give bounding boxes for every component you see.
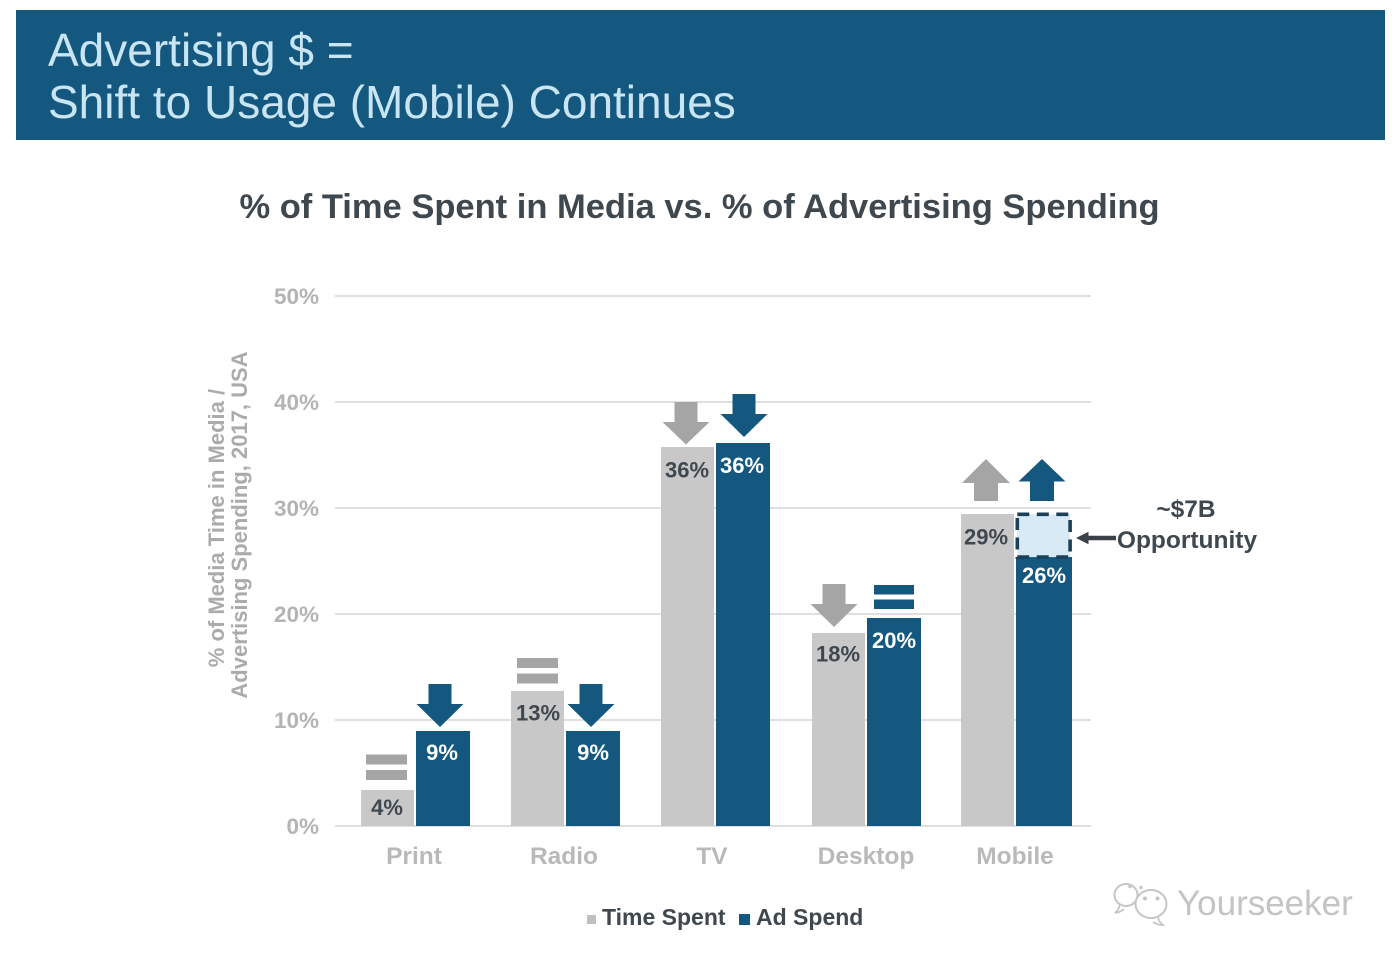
svg-text:Desktop: Desktop (818, 843, 915, 870)
svg-text:10%: 10% (274, 708, 319, 733)
svg-text:Ad Spend: Ad Spend (756, 904, 863, 930)
svg-text:20%: 20% (872, 628, 916, 653)
svg-text:20%: 20% (274, 602, 319, 627)
svg-text:Radio: Radio (530, 843, 598, 870)
svg-text:13%: 13% (516, 701, 560, 726)
svg-text:50%: 50% (274, 284, 319, 309)
svg-text:Time Spent: Time Spent (602, 904, 726, 930)
svg-text:30%: 30% (274, 496, 319, 521)
svg-text:29%: 29% (964, 525, 1008, 550)
svg-text:Yourseeker: Yourseeker (1177, 884, 1353, 923)
svg-text:~$7B: ~$7B (1156, 496, 1215, 523)
svg-text:26%: 26% (1022, 563, 1066, 588)
svg-text:0%: 0% (286, 814, 319, 839)
svg-text:9%: 9% (577, 740, 609, 765)
svg-text:36%: 36% (665, 458, 709, 483)
svg-text:4%: 4% (371, 795, 403, 820)
svg-text:9%: 9% (426, 740, 458, 765)
svg-text:% of Media Time in Media /: % of Media Time in Media / Advertising S… (204, 351, 252, 698)
svg-text:Print: Print (386, 843, 442, 870)
svg-text:Mobile: Mobile (976, 843, 1054, 870)
svg-text:40%: 40% (274, 390, 319, 415)
svg-text:18%: 18% (816, 642, 860, 667)
svg-text:36%: 36% (720, 453, 764, 478)
svg-text:TV: TV (696, 843, 728, 870)
svg-text:Opportunity: Opportunity (1117, 527, 1258, 554)
